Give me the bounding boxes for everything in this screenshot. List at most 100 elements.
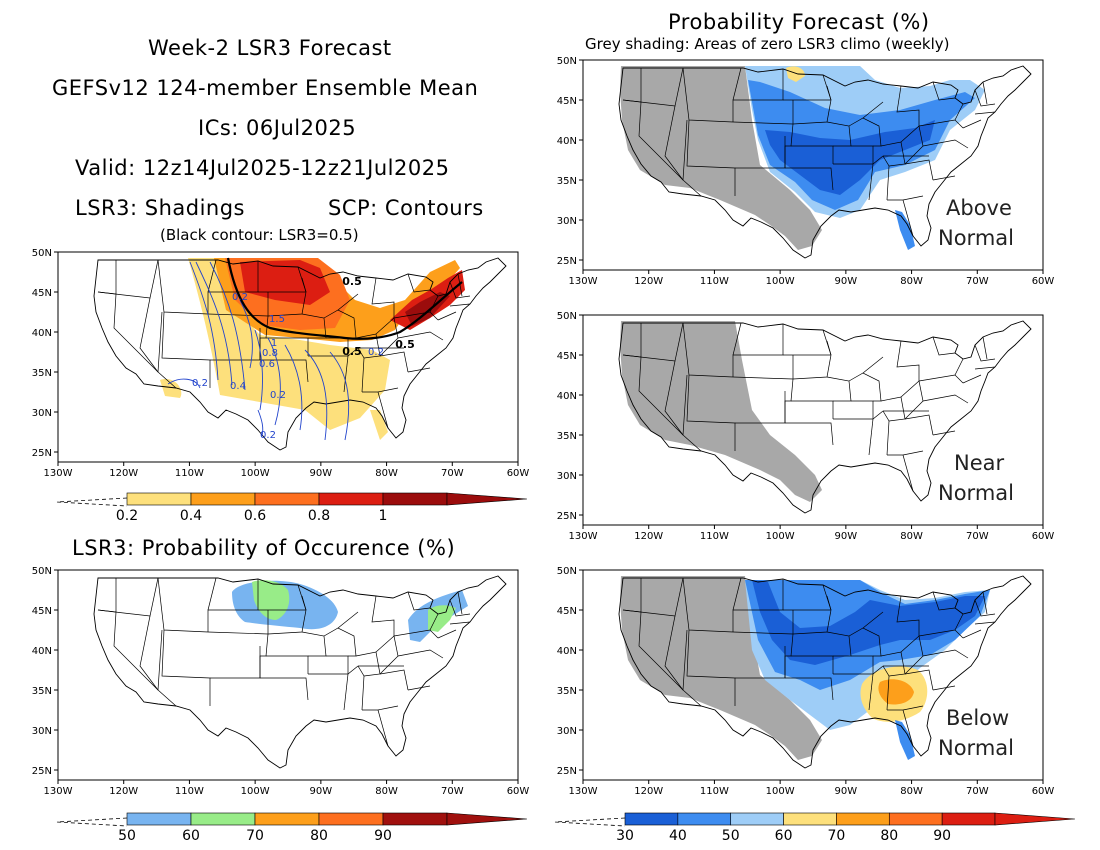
lat-label: 30N [557,471,577,482]
contour-label: 0.8 [262,348,278,359]
occurrence-title: LSR3: Probability of Occurence (%) [72,536,456,560]
lat-label: 50N [557,566,577,577]
probability-colorbar-swatch [836,812,890,826]
lat-label: 45N [557,606,577,617]
lsr3-colorbar-label: 0.8 [308,508,330,524]
lat-label: 40N [557,391,577,402]
occurrence-panel [57,569,519,781]
near-label-2: Normal [938,481,1014,505]
occurrence-colorbar-swatch [382,812,448,826]
lon-label: 80W [900,531,923,542]
probability-colorbar-left-triangle [554,817,626,827]
lat-label: 25N [557,766,577,777]
lon-label: 70W [966,531,989,542]
occurrence-colorbar-right-triangle [446,812,528,826]
lsr3-colorbar-swatch [318,492,384,506]
lon-label: 120W [634,786,663,797]
probability-colorbar-swatch [888,812,943,826]
lat-label: 40N [557,136,577,147]
lon-label: 100W [766,786,795,797]
lsr3-colorbar-label: 0.6 [244,508,266,524]
right-title: Probability Forecast (%) [668,10,930,34]
lon-label: 130W [44,786,73,797]
lon-label: 80W [375,468,398,479]
lat-label: 35N [557,431,577,442]
occurrence-colorbar-label: 70 [246,828,264,844]
probability-colorbar-swatch [941,812,996,826]
lat-label: 35N [32,686,52,697]
lat-label: 35N [557,176,577,187]
lon-label: 60W [1032,531,1055,542]
above-normal-panel [582,59,1044,271]
contour-label: 0.2 [270,390,286,401]
lon-label: 90W [310,786,333,797]
lon-label: 100W [766,531,795,542]
below-normal-panel [582,569,1044,781]
contour-label: 0.4 [230,381,246,392]
lat-label: 45N [557,351,577,362]
lat-label: 25N [557,256,577,267]
contours-label: SCP: Contours [328,196,484,220]
contour-label: 0.2 [368,347,384,358]
lon-label: 110W [175,468,204,479]
lat-label: 40N [32,646,52,657]
probability-colorbar-label: 30 [616,828,634,844]
lon-label: 70W [441,468,464,479]
probability-colorbar-right-triangle [994,812,1076,826]
above-label-2: Normal [938,226,1014,250]
lon-label: 120W [634,531,663,542]
lsr3-colorbar-right-triangle [446,492,528,506]
occurrence-colorbar-label: 60 [182,828,200,844]
lat-label: 25N [32,766,52,777]
lon-label: 130W [569,276,598,287]
lon-label: 80W [375,786,398,797]
lon-label: 80W [900,786,923,797]
occurrence-colorbar-label: 80 [310,828,328,844]
probability-colorbar-label: 70 [828,828,846,844]
lon-label: 120W [109,786,138,797]
lat-label: 50N [557,56,577,67]
lon-label: 90W [835,276,858,287]
lsr3-colorbar-swatch [254,492,320,506]
lat-label: 45N [32,606,52,617]
below-label-2: Normal [938,736,1014,760]
contour-label: 0.5 [342,345,362,358]
lat-label: 35N [32,368,52,379]
lat-label: 25N [557,511,577,522]
contour-note: (Black contour: LSR3=0.5) [160,226,359,244]
lon-label: 100W [241,786,270,797]
occurrence-colorbar-label: 90 [374,828,392,844]
occurrence-colorbar-left-triangle [56,817,128,827]
contour-label: 1.5 [269,314,285,325]
lon-label: 70W [966,276,989,287]
lon-label: 100W [766,276,795,287]
lon-label: 120W [634,276,663,287]
probability-colorbar-label: 60 [775,828,793,844]
lsr3-colorbar-label: 0.4 [180,508,202,524]
probability-colorbar-label: 50 [722,828,740,844]
contour-label: 0.5 [342,275,362,288]
lon-label: 110W [700,531,729,542]
right-subtitle: Grey shading: Areas of zero LSR3 climo (… [585,35,950,53]
lon-label: 120W [109,468,138,479]
lsr3-colorbar-swatch [190,492,256,506]
probability-colorbar-label: 80 [880,828,898,844]
lsr3-colorbar-label: 1 [379,508,388,524]
lsr3-panel [57,251,519,463]
generated-annotations: 50N 45N 40N 35N 30N 25N 130W 120W 110W 100W 90W 80W… [32,56,1076,844]
contour-label: 0.6 [259,359,275,370]
probability-colorbar-swatch [677,812,732,826]
left-title-line3: ICs: 06Jul2025 [198,116,357,140]
probability-colorbar-label: 90 [933,828,951,844]
lon-label: 100W [241,468,270,479]
lon-label: 60W [507,786,530,797]
shadings-label: LSR3: Shadings [75,196,245,220]
lon-label: 60W [507,468,530,479]
lat-label: 45N [32,288,52,299]
lon-label: 110W [175,786,204,797]
occurrence-colorbar-label: 50 [118,828,136,844]
probability-colorbar-swatch [624,812,679,826]
lat-label: 50N [557,311,577,322]
lat-label: 30N [32,726,52,737]
